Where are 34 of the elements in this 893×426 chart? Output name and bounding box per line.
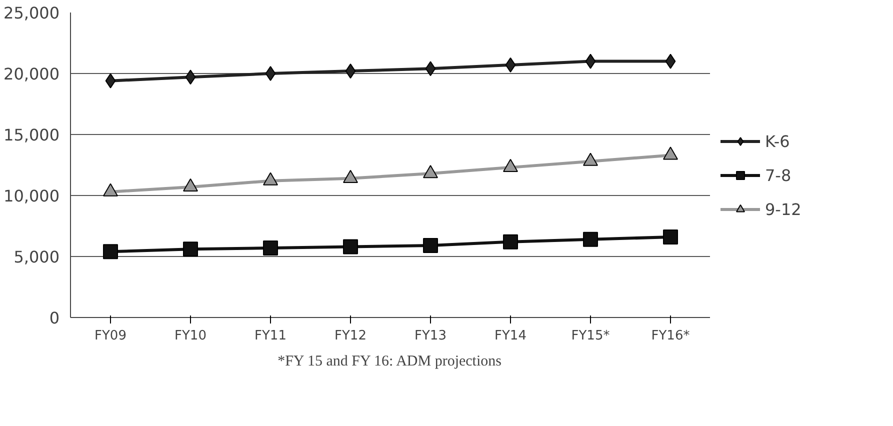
point: [505, 57, 516, 72]
point: [663, 229, 678, 244]
y-tick-label: 25,000: [4, 4, 60, 22]
point: [263, 240, 278, 256]
x-tick-label: FY16*: [651, 328, 690, 344]
point: [585, 54, 596, 69]
point: [183, 242, 198, 257]
point: [345, 64, 356, 79]
point: [185, 70, 196, 85]
point: [343, 239, 358, 254]
x-tick-label: FY09: [94, 328, 126, 344]
y-tick-label: 10,000: [4, 186, 60, 206]
x-tick-label: FY12: [334, 328, 366, 344]
point: [583, 232, 598, 247]
x-tick-label: FY14: [494, 328, 526, 344]
point: [423, 238, 438, 254]
point: [425, 61, 436, 76]
point: [105, 73, 116, 88]
y-tick-label: 20,000: [4, 64, 60, 84]
x-tick-label: FY15*: [571, 328, 610, 344]
legend-label: 7-8: [765, 166, 792, 184]
legend-label: K-6: [765, 132, 790, 150]
point: [503, 234, 518, 250]
legend-label: 9-12: [765, 200, 802, 218]
text: *FY 15 and FY 16: ADM projections: [278, 354, 502, 370]
point: [265, 66, 276, 81]
y-tick-label: 0: [49, 308, 60, 328]
x-tick-label: FY10: [174, 328, 206, 344]
point: [665, 54, 676, 69]
y-tick-label: 5,000: [14, 248, 60, 266]
point: [103, 244, 118, 260]
x-tick-label: FY13: [414, 328, 446, 344]
y-tick-label: 15,000: [4, 126, 60, 144]
x-tick-label: FY11: [254, 328, 286, 344]
